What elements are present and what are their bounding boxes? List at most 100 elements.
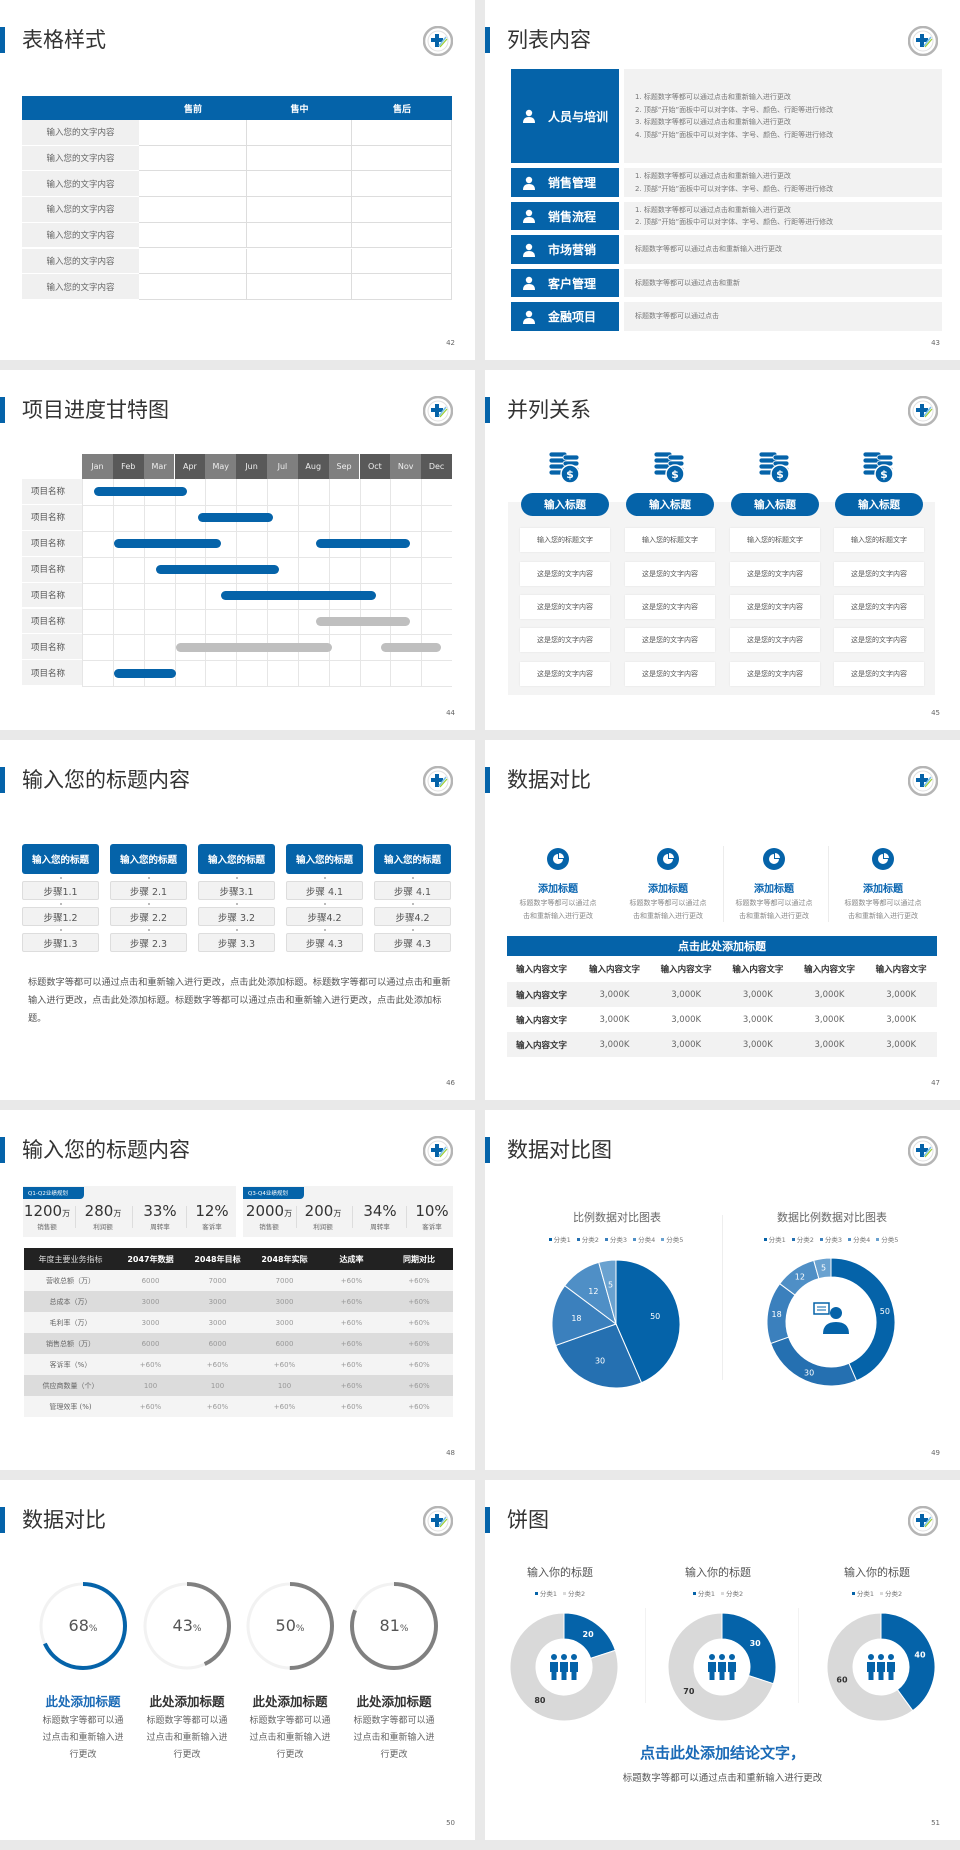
table-cell[interactable] <box>139 274 247 300</box>
column-title-pill[interactable]: 输入标题 <box>835 493 923 516</box>
gantt-bar[interactable] <box>114 668 177 678</box>
page-number: 42 <box>446 339 455 347</box>
step-box[interactable]: 步骤 4.1 <box>286 881 363 900</box>
step-connector-dot <box>412 929 414 931</box>
table-cell[interactable] <box>139 197 247 223</box>
step-box[interactable]: 步骤3.1 <box>198 881 275 900</box>
chart-divider <box>798 1608 799 1703</box>
table-cell[interactable] <box>352 248 452 275</box>
table-cell[interactable] <box>139 248 247 275</box>
table-cell[interactable] <box>139 120 247 146</box>
column-cell: 这是您的文字内容 <box>520 595 610 619</box>
table-cell[interactable] <box>352 274 452 300</box>
gantt-bar[interactable] <box>176 642 332 652</box>
step-box[interactable]: 步骤1.1 <box>22 881 99 900</box>
slide-title: 列表内容 <box>507 28 591 52</box>
pie-icon <box>657 848 679 870</box>
title-accent-bar <box>485 27 490 53</box>
ring-unit: % <box>399 1624 409 1634</box>
feature-title: 添加标题 <box>538 884 578 895</box>
table-cell[interactable] <box>139 222 247 249</box>
legend-label: 分类1 <box>697 1590 715 1598</box>
table-cell: 3000 <box>208 1318 227 1327</box>
step-box[interactable]: 步骤 2.3 <box>110 933 187 952</box>
table-cell[interactable] <box>139 171 247 198</box>
ring-desc: 标题数字等都可以通 <box>42 1716 124 1726</box>
progress-ring <box>246 1582 334 1670</box>
gantt-bar[interactable] <box>156 565 280 575</box>
slide-content: Q1-Q2业绩规划 1200万 销售额 280万 利润额 33% 周转率 12% 客诉率 Q3-Q… <box>0 1110 475 1470</box>
table-cell[interactable] <box>247 274 352 300</box>
step-box[interactable]: 步骤 2.2 <box>110 907 187 926</box>
table-cell[interactable] <box>352 171 452 198</box>
gantt-bar[interactable] <box>316 616 411 626</box>
gantt-bar[interactable] <box>197 513 274 523</box>
step-box[interactable]: 步骤 2.1 <box>110 881 187 900</box>
list-item-2[interactable]: 销售流程 <box>511 202 619 230</box>
step-column-header[interactable]: 输入您的标题 <box>286 844 363 874</box>
gantt-bar[interactable] <box>316 539 411 549</box>
kpi-number: 1200 <box>23 1202 63 1220</box>
step-box[interactable]: 步骤1.2 <box>22 907 99 926</box>
table-cell[interactable] <box>352 222 452 249</box>
slide-title: 输入您的标题内容 <box>22 1138 190 1162</box>
table-cell: +60% <box>340 1381 363 1390</box>
table-cell[interactable] <box>247 248 352 275</box>
table-cell[interactable] <box>247 197 352 223</box>
list-item-1[interactable]: 销售管理 <box>511 168 619 197</box>
table-banner[interactable]: 点击此处添加标题 <box>507 936 937 956</box>
step-box[interactable]: 步骤1.3 <box>22 933 99 952</box>
table-cell: +60% <box>340 1360 363 1369</box>
gantt-bar[interactable] <box>220 591 377 601</box>
table-cell[interactable] <box>352 120 452 146</box>
step-column-header[interactable]: 输入您的标题 <box>110 844 187 874</box>
table-cell: 输入内容文字 <box>516 964 568 975</box>
slice-分类1 <box>830 1257 896 1382</box>
column-title-pill[interactable]: 输入标题 <box>626 493 714 516</box>
step-box[interactable]: 步骤4.2 <box>286 907 363 926</box>
list-item-5[interactable]: 金融项目 <box>511 302 619 331</box>
step-box[interactable]: 步骤 4.3 <box>374 933 451 952</box>
column-title-pill[interactable]: 输入标题 <box>731 493 819 516</box>
step-column-header[interactable]: 输入您的标题 <box>374 844 451 874</box>
step-box[interactable]: 步骤 4.3 <box>286 933 363 952</box>
step-column-header[interactable]: 输入您的标题 <box>198 844 275 874</box>
step-box[interactable]: 步骤 3.3 <box>198 933 275 952</box>
step-box[interactable]: 步骤4.2 <box>374 907 451 926</box>
kpi-value: 200万 <box>293 1203 353 1222</box>
gantt-row-label: 项目名称 <box>22 660 82 687</box>
feature-desc: 击和重新输入进行更改 <box>848 912 918 920</box>
gantt-bar[interactable] <box>94 487 187 497</box>
gantt-bar[interactable] <box>114 539 221 549</box>
table-cell[interactable] <box>139 145 247 172</box>
list-item-4[interactable]: 客户管理 <box>511 269 619 297</box>
column-title-pill[interactable]: 输入标题 <box>521 493 609 516</box>
step-box[interactable]: 步骤 4.1 <box>374 881 451 900</box>
table-cell: +60% <box>408 1381 430 1390</box>
list-item-line: 4. 顶部“开始”面板中可以对字体、字号、颜色、行距等进行修改 <box>635 130 834 139</box>
step-box[interactable]: 步骤 3.2 <box>198 907 275 926</box>
table-row-bg <box>507 1032 937 1057</box>
column-cell: 这是您的文字内容 <box>520 628 610 652</box>
table-cell[interactable] <box>247 222 352 249</box>
gantt-row-line <box>82 660 452 662</box>
legend-swatch <box>763 1237 767 1241</box>
step-column-header[interactable]: 输入您的标题 <box>22 844 99 874</box>
table-cell[interactable] <box>352 197 452 223</box>
table-cell: +60% <box>408 1402 430 1411</box>
table-cell[interactable] <box>247 171 352 198</box>
coins-dollar-icon: $ <box>758 451 790 484</box>
chart-legend: 分类1 分类2 <box>485 1588 660 1598</box>
legend-item: 分类5 <box>661 1234 683 1244</box>
list-item-3[interactable]: 市场营销 <box>511 235 619 264</box>
slide-title: 饼图 <box>507 1508 549 1532</box>
list-item-label: 销售流程 <box>548 209 597 224</box>
table-cell[interactable] <box>247 145 352 172</box>
progress-ring <box>39 1582 127 1670</box>
table-cell[interactable] <box>247 120 352 146</box>
table-cell[interactable] <box>352 145 452 172</box>
list-item-0[interactable]: 人员与培训 <box>511 69 619 163</box>
list-item-line: 标题数字等都可以通过点击 <box>635 312 719 321</box>
gantt-bar[interactable] <box>381 642 442 652</box>
legend-label: 分类3 <box>609 1236 628 1244</box>
